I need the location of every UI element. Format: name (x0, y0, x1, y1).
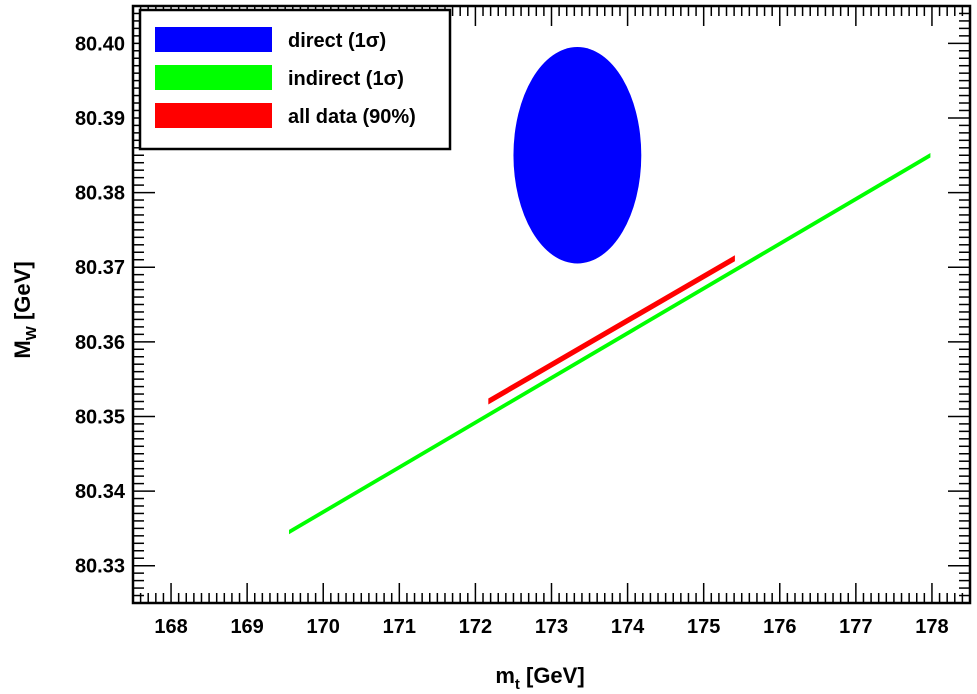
y-tick-label: 80.37 (75, 257, 125, 279)
x-tick-label: 172 (459, 616, 492, 638)
x-tick-label: 174 (611, 616, 645, 638)
data-layer (289, 47, 931, 535)
x-tick-label: 170 (307, 616, 340, 638)
legend-label-indirect: indirect (1σ) (288, 68, 404, 90)
tick-labels: 168 169 170 171 172 173 174 175 176 177 178 80.33 80… (75, 33, 949, 638)
x-tick-label: 178 (915, 616, 948, 638)
y-axis-title-sub: W (23, 325, 40, 340)
y-tick-label: 80.40 (75, 33, 125, 55)
legend-swatch-indirect (155, 65, 272, 90)
legend-label-all-data: all data (90%) (288, 106, 416, 128)
series-direct-ellipse (513, 47, 642, 264)
series-all-band (488, 255, 735, 405)
x-axis-title-unit: [GeV] (520, 663, 585, 688)
legend-swatch-all-data (155, 103, 272, 128)
y-tick-label: 80.39 (75, 108, 125, 130)
y-tick-label: 80.36 (75, 332, 125, 354)
x-tick-label: 175 (687, 616, 720, 638)
y-tick-label: 80.33 (75, 556, 125, 578)
legend-label-direct: direct (1σ) (288, 30, 386, 52)
y-tick-label: 80.35 (75, 406, 125, 428)
ticks-layer (132, 5, 971, 604)
x-tick-label: 176 (763, 616, 796, 638)
y-axis-title-main: M (10, 340, 35, 358)
x-axis-title-main: m (495, 663, 515, 688)
y-axis-title-unit: [GeV] (10, 261, 35, 326)
x-axis-title-sub: t (515, 676, 520, 693)
x-axis-title: mt [GeV] (495, 663, 584, 693)
plot-frame (131, 4, 972, 605)
series-indirect-band (289, 153, 931, 535)
y-axis-title: MW [GeV] (10, 261, 40, 358)
x-tick-label: 177 (839, 616, 872, 638)
x-tick-label: 171 (383, 616, 416, 638)
x-tick-label: 169 (230, 616, 263, 638)
legend-swatch-direct (155, 27, 272, 52)
x-tick-label: 173 (535, 616, 568, 638)
legend: direct (1σ) indirect (1σ) all data (90%) (138, 8, 452, 151)
y-tick-label: 80.38 (75, 183, 125, 205)
y-tick-label: 80.34 (75, 481, 126, 503)
x-tick-label: 168 (154, 616, 187, 638)
